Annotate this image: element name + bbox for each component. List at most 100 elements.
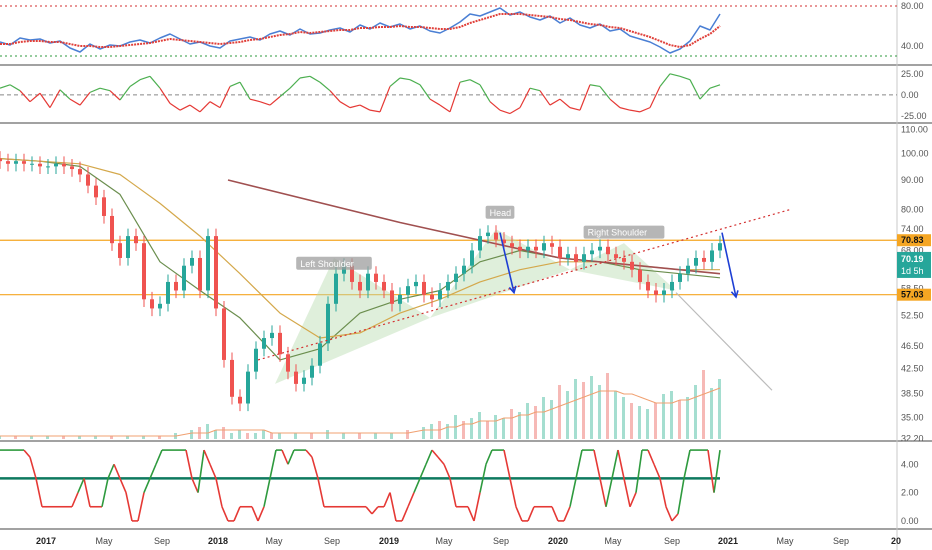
candle-body (502, 239, 506, 244)
osc-segment (99, 87, 111, 92)
volume-bar (262, 430, 265, 439)
osc-segment (589, 84, 601, 88)
volume-bar (646, 409, 649, 439)
indicator-segment (281, 449, 289, 465)
volume-bar (694, 385, 697, 439)
volume-bar (94, 436, 97, 439)
volume-bar (326, 430, 329, 439)
candle-body (86, 174, 90, 186)
osc-tick-label: 25.00 (901, 69, 924, 79)
candle-body (118, 243, 122, 258)
osc-segment (119, 86, 131, 101)
indicator-segment (629, 492, 637, 508)
osc-segment (259, 101, 271, 106)
countdown-label: 1d 5h (901, 266, 924, 276)
osc-segment (419, 84, 431, 100)
candle-body (254, 348, 258, 372)
indicator-segment (503, 449, 511, 479)
indicator-segment (653, 463, 661, 479)
osc-segment (79, 92, 91, 106)
osc-segment (409, 79, 421, 86)
indicator-segment (659, 478, 667, 507)
candle-body (654, 290, 658, 295)
candle-body (646, 281, 650, 291)
candle-body (494, 232, 498, 240)
osc-segment (499, 109, 511, 115)
indicator-segment (233, 506, 241, 522)
time-tick-label: Sep (664, 536, 680, 546)
volume-bar (670, 391, 673, 439)
indicator-segment (365, 506, 373, 515)
candle-body (518, 246, 522, 251)
price-tick-label: 58.50 (901, 283, 924, 293)
volume-bar (294, 433, 297, 439)
volume-bar (62, 436, 65, 439)
candle-body (366, 273, 370, 291)
osc-segment (279, 87, 291, 98)
osc-segment (169, 102, 181, 111)
candle-body (38, 163, 42, 167)
candle-body (310, 365, 314, 378)
rsi-tick-label: 80.00 (901, 1, 924, 11)
indicator-segment (287, 449, 295, 465)
indicator-segment (683, 449, 691, 479)
indicator-segment (77, 478, 85, 493)
price-tick-label: 80.00 (901, 205, 924, 215)
volume-bar (686, 397, 689, 439)
candle-body (686, 265, 690, 274)
indicator-segment (443, 463, 451, 479)
volume-bar (622, 397, 625, 439)
osc-segment (229, 81, 241, 88)
time-tick-label: Sep (324, 536, 340, 546)
pattern-label-box (485, 205, 515, 219)
price-tick-label: 32.20 (901, 433, 924, 443)
volume-bar (630, 403, 633, 439)
osc-segment (139, 75, 151, 81)
time-tick-label: May (604, 536, 622, 546)
volume-bar (222, 427, 225, 439)
osc-segment (59, 89, 71, 100)
last-price-tag (897, 251, 931, 278)
candle-body (558, 246, 562, 258)
volume-bar (566, 391, 569, 439)
candle-body (94, 185, 98, 198)
indicator-segment (137, 492, 145, 522)
candle-body (270, 332, 274, 339)
volume-bar (342, 433, 345, 439)
osc-segment (559, 98, 571, 109)
indicator-segment (257, 506, 265, 522)
volume-bar (230, 433, 233, 439)
volume-bar (638, 406, 641, 439)
candle-body (190, 257, 194, 266)
time-tick-label: May (265, 536, 283, 546)
projection-line (675, 292, 773, 391)
pattern-label: Left Shoulder (300, 259, 354, 269)
volume-bar (238, 430, 241, 439)
volume-bar (0, 436, 1, 439)
osc-segment (199, 101, 211, 113)
volume-bar (550, 400, 553, 439)
indicator-segment (611, 449, 619, 479)
indicator-tick-label: 0.00 (901, 516, 919, 526)
osc-segment (189, 104, 201, 113)
osc-segment (309, 75, 321, 83)
osc-segment (0, 84, 11, 89)
price-tick-label: 74.00 (901, 224, 924, 234)
oscillator-panel: 25.00 0.00 -25.00 (0, 69, 927, 121)
candle-body (134, 236, 138, 244)
osc-segment (569, 107, 581, 111)
indicator-segment (155, 449, 163, 465)
indicator-segment (575, 449, 583, 479)
time-tick-label: May (435, 536, 453, 546)
candle-body (382, 281, 386, 291)
candle-body (166, 281, 170, 304)
price-tick-label: 100.00 (901, 148, 929, 158)
candle-body (430, 294, 434, 300)
indicator-segment (71, 492, 79, 508)
osc-segment (329, 90, 341, 103)
pattern-label: Head (490, 208, 512, 218)
volume-bar (558, 385, 561, 439)
indicator-segment (29, 456, 37, 479)
price-tick-label: 90.00 (901, 175, 924, 185)
